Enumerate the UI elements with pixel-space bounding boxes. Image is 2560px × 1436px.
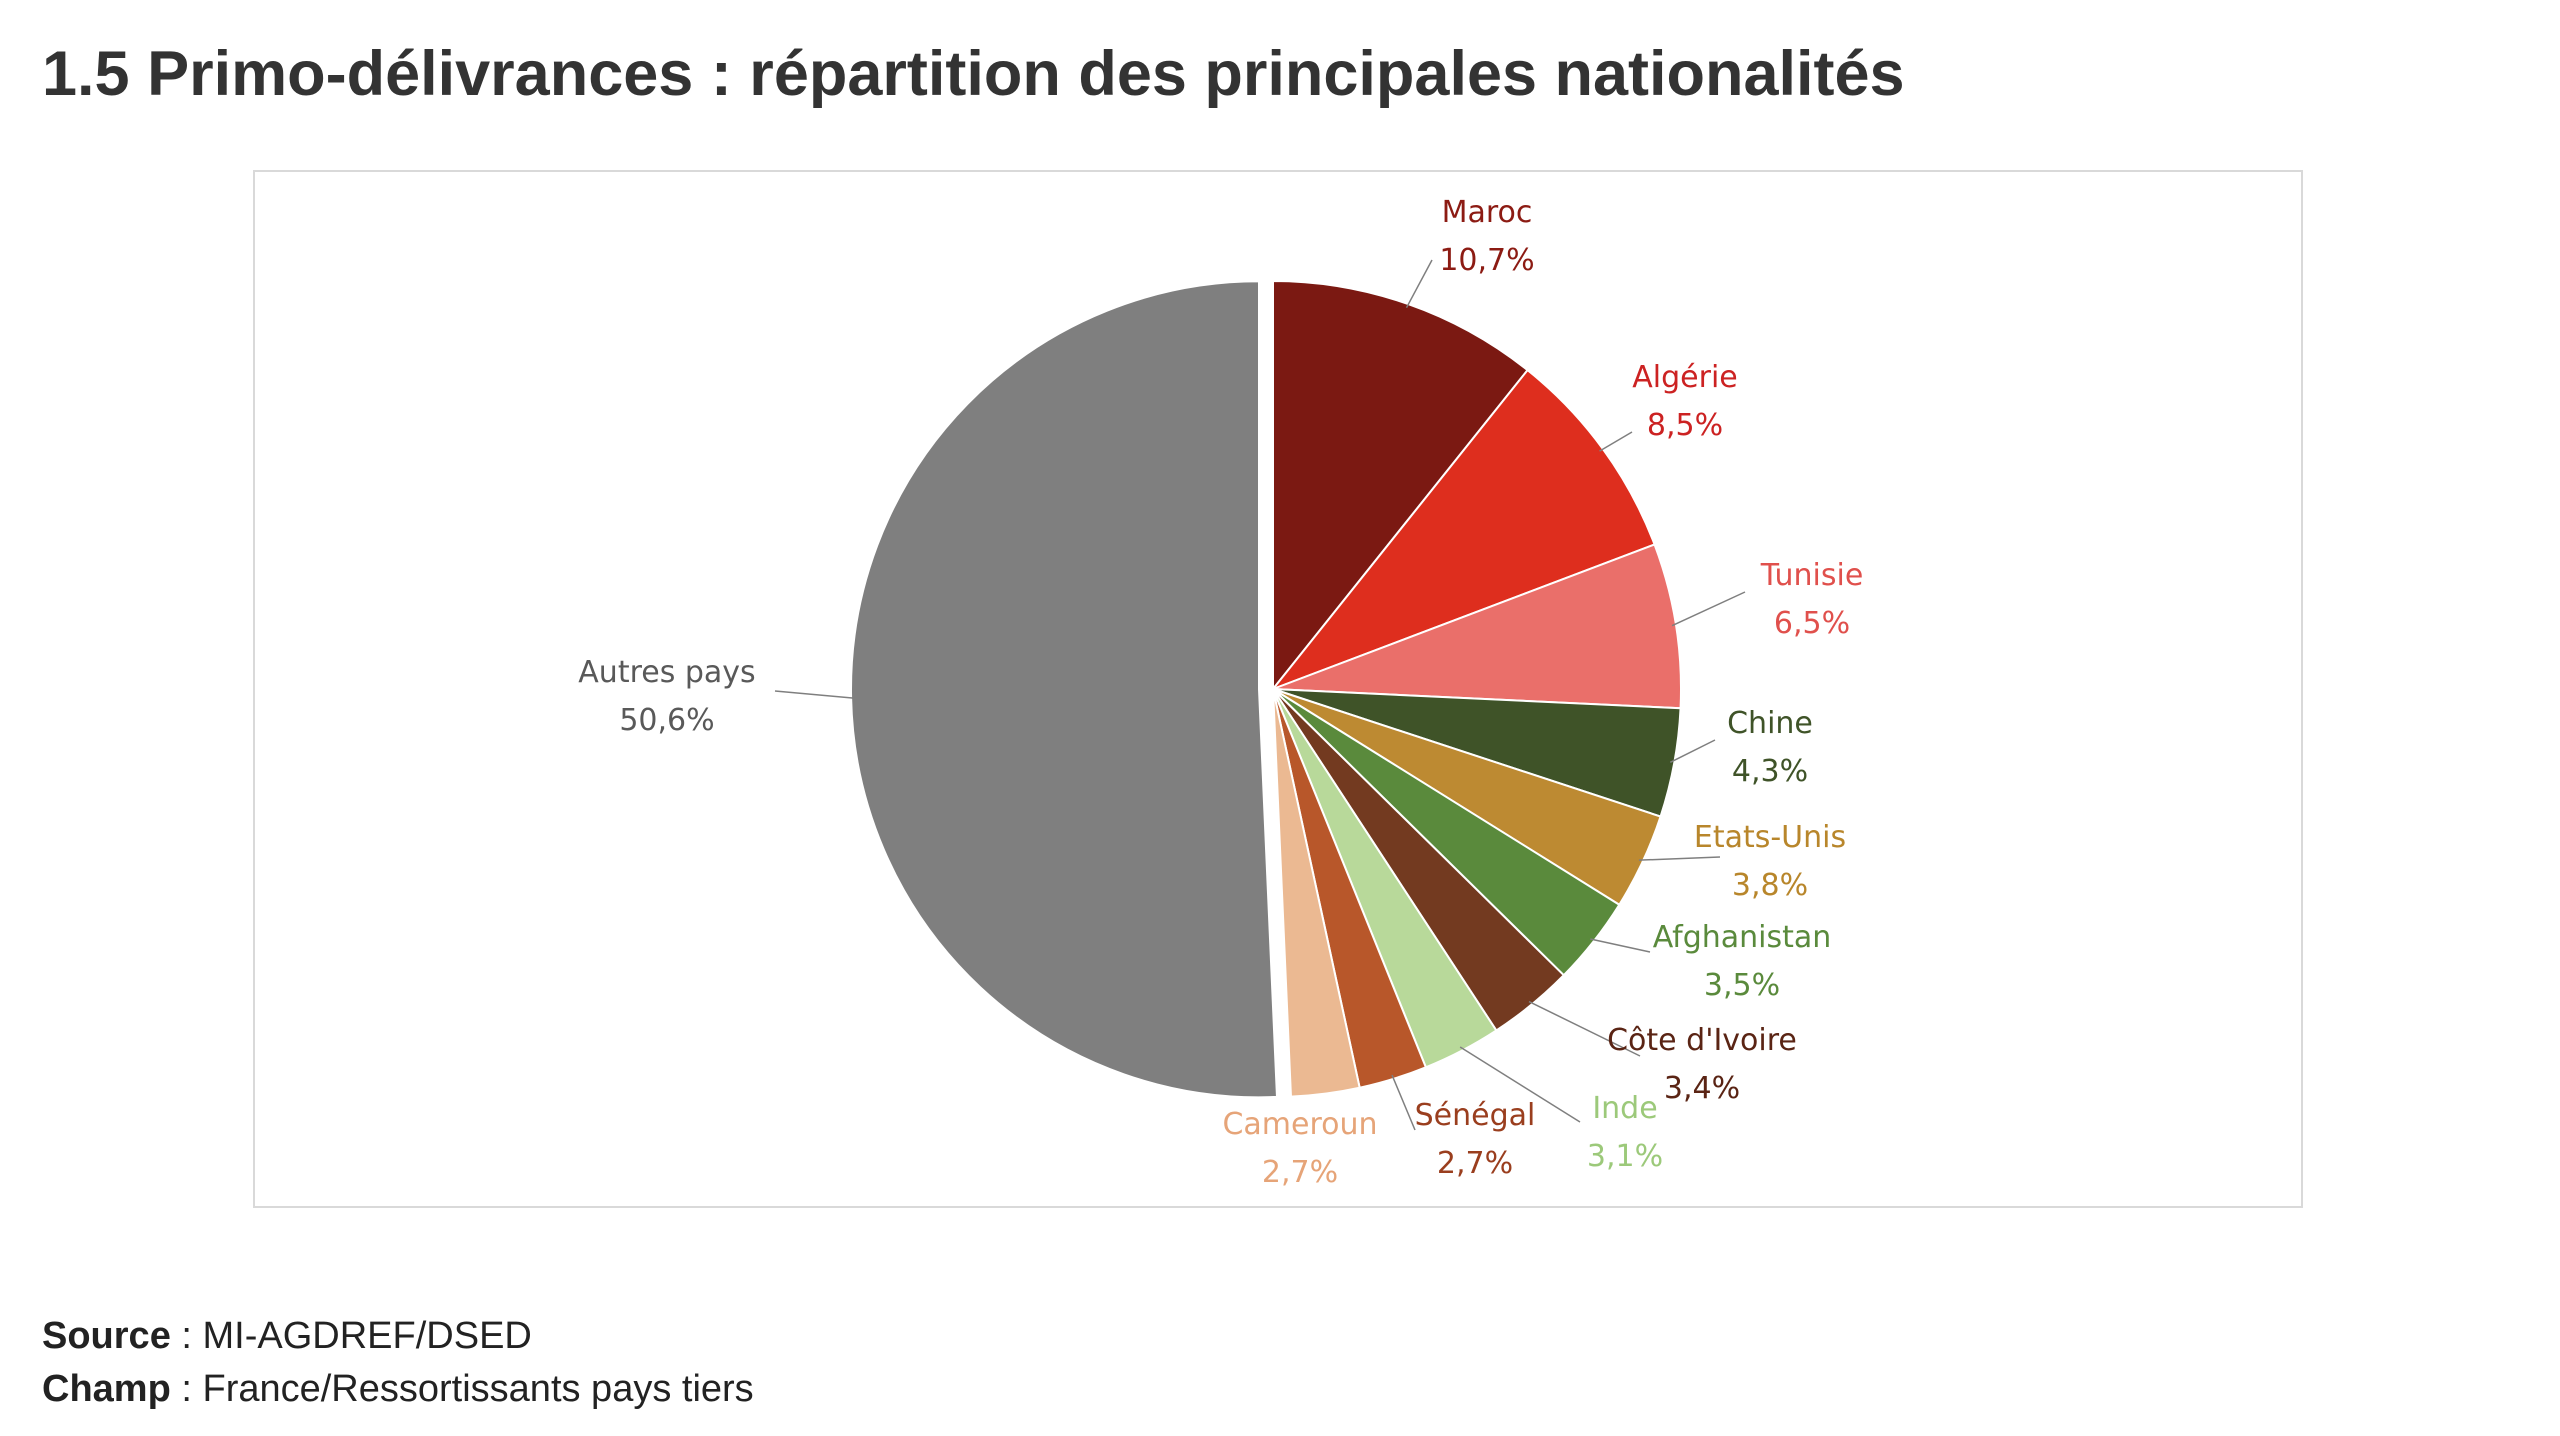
slice-value-autres-pays: 50,6%: [619, 703, 714, 738]
slice-label-tunisie: Tunisie: [1760, 558, 1864, 593]
pie-chart-frame: Maroc 10,7% Algérie 8,5% Tunisie 6,5% Chine 4,3…: [253, 170, 2303, 1208]
pie-chart: Maroc 10,7% Algérie 8,5% Tunisie 6,5% Chine 4,3…: [578, 195, 1864, 1190]
slice-value-inde: 3,1%: [1587, 1139, 1663, 1174]
source-separator: :: [170, 1315, 203, 1357]
slice-label-cote-d-ivoire: Côte d'Ivoire: [1607, 1023, 1797, 1058]
slice-label-cameroun: Cameroun: [1222, 1107, 1377, 1142]
pie-slice-cameroun: [1272, 688, 1361, 1098]
source-value: MI-AGDREF/DSED: [202, 1315, 532, 1357]
slice-value-algerie: 8,5%: [1647, 408, 1723, 443]
source-label: Source: [42, 1315, 171, 1357]
slice-value-maroc: 10,7%: [1439, 243, 1534, 278]
leader-line-autres-pays: [774, 690, 856, 699]
champ-line: Champ : France/Ressortissants pays tiers: [42, 1368, 754, 1411]
slice-value-tunisie: 6,5%: [1774, 606, 1850, 641]
source-line: Source : MI-AGDREF/DSED: [42, 1315, 532, 1358]
slice-value-cameroun: 2,7%: [1262, 1155, 1338, 1190]
slice-label-afghanistan: Afghanistan: [1653, 920, 1832, 955]
slice-value-cote-d-ivoire: 3,4%: [1664, 1071, 1740, 1106]
slice-label-maroc: Maroc: [1442, 195, 1533, 230]
slice-label-etats-unis: Etats-Unis: [1694, 820, 1846, 855]
leader-line-etats-unis: [1638, 856, 1721, 861]
leader-line-inde: [1459, 1046, 1581, 1123]
slice-label-autres-pays: Autres pays: [578, 655, 755, 690]
leader-line-maroc: [1405, 259, 1433, 309]
slice-label-inde: Inde: [1592, 1091, 1657, 1126]
slice-label-chine: Chine: [1727, 706, 1813, 741]
slice-label-senegal: Sénégal: [1415, 1098, 1536, 1133]
slice-value-senegal: 2,7%: [1437, 1146, 1513, 1181]
slice-value-chine: 4,3%: [1732, 754, 1808, 789]
champ-separator: :: [170, 1368, 203, 1410]
slice-value-afghanistan: 3,5%: [1704, 968, 1780, 1003]
slice-label-algerie: Algérie: [1632, 360, 1737, 395]
champ-label: Champ: [42, 1368, 171, 1410]
leader-line-algerie: [1599, 431, 1633, 452]
leader-line-cote-d-ivoire: [1528, 1000, 1641, 1057]
page-title: 1.5 Primo-délivrances : répartition des …: [42, 39, 1905, 109]
champ-value: France/Ressortissants pays tiers: [202, 1368, 754, 1410]
slice-value-etats-unis: 3,8%: [1732, 868, 1808, 903]
pie-slice-autres-pays: [850, 280, 1279, 1099]
leader-line-afghanistan: [1590, 938, 1651, 953]
leader-line-tunisie: [1671, 591, 1746, 627]
leader-line-senegal: [1391, 1074, 1416, 1131]
leader-line-chine: [1669, 739, 1716, 764]
pie-slice-tunisie: [1272, 543, 1682, 710]
